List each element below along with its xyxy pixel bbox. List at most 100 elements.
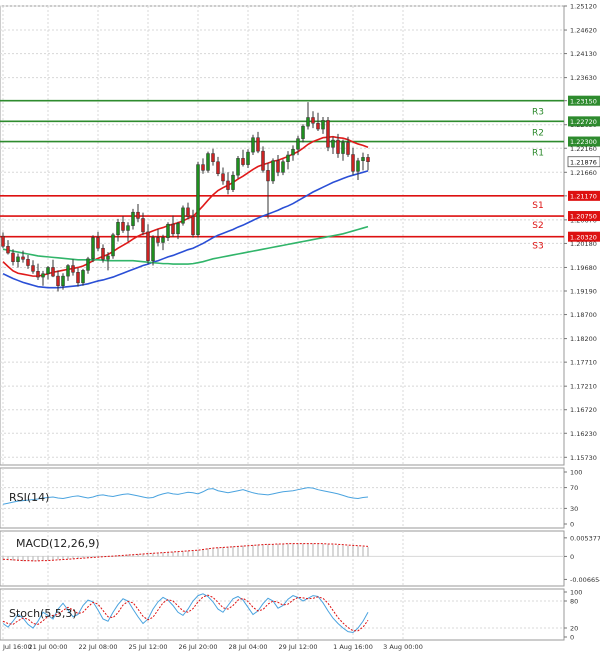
candle-bull	[161, 237, 165, 243]
candle-bear	[211, 153, 215, 162]
candle-bull	[106, 255, 110, 260]
candle-bull	[131, 211, 135, 226]
candle-bear	[336, 139, 340, 154]
candle-bull	[176, 222, 180, 235]
candle-bull	[206, 153, 210, 171]
candle-bull	[306, 117, 310, 127]
price-tick-label: 1.21660	[570, 169, 597, 177]
candle-bear	[136, 211, 140, 219]
stoch-tick-label: 20	[570, 625, 578, 633]
candle-bull	[61, 275, 65, 286]
candle-bear	[276, 160, 280, 173]
candle-bear	[21, 256, 25, 260]
candle-bull	[281, 161, 285, 173]
time-tick-label: 1 Aug 16:00	[333, 643, 373, 651]
current-price-box	[567, 156, 600, 168]
moving-average-fast	[2, 135, 369, 277]
candle-bear	[121, 222, 125, 231]
macd-pane-frame	[0, 530, 565, 587]
rsi-tick-label: 0	[570, 521, 574, 529]
candle-bull	[331, 139, 335, 148]
stoch-tick-label: 80	[570, 598, 578, 606]
candle-bear	[1, 235, 5, 247]
level-price-label-r2: 1.22720	[570, 118, 597, 126]
candle-bull	[166, 223, 170, 238]
level-name-s3: S3	[532, 242, 543, 252]
macd-tick-label: -0.006654	[570, 576, 600, 584]
price-tick-label: 1.20180	[570, 240, 597, 248]
time-tick-label: 25 Jul 12:00	[129, 643, 168, 651]
candle-bull	[321, 120, 325, 130]
candles-group	[1, 102, 370, 292]
candle-bull	[126, 225, 130, 231]
price-tick-label: 1.24130	[570, 50, 597, 58]
level-price-label-s2: 1.20750	[570, 213, 597, 221]
candle-bear	[366, 157, 370, 162]
candle-bear	[171, 223, 175, 235]
level-price-label-r3: 1.23150	[570, 97, 597, 105]
candle-bull	[236, 158, 240, 176]
candle-bear	[71, 265, 75, 273]
candle-bear	[96, 237, 100, 249]
time-tick-label: 29 Jul 12:00	[279, 643, 318, 651]
price-tick-label: 1.25120	[570, 3, 597, 11]
candle-bull	[291, 148, 295, 156]
level-price-box-s2	[568, 211, 600, 222]
level-name-r2: R2	[532, 128, 544, 138]
level-price-box-s3	[568, 231, 600, 242]
candle-bull	[81, 270, 85, 284]
candle-bull	[231, 174, 235, 190]
price-tick-label: 1.17710	[570, 359, 597, 367]
macd-tick-label: 0.005377	[570, 534, 600, 542]
price-tick-label: 1.16720	[570, 406, 597, 414]
time-tick-label: 21 Jul 00:00	[29, 643, 68, 651]
candle-bear	[56, 275, 60, 286]
candle-bear	[316, 123, 320, 130]
candle-bear	[221, 173, 225, 182]
time-tick-label: 22 Jul 08:00	[79, 643, 118, 651]
level-price-box-r2	[568, 116, 600, 127]
price-tick-label: 1.22160	[570, 145, 597, 153]
candle-bear	[76, 272, 80, 284]
level-name-s2: S2	[532, 221, 543, 231]
moving-average-slow	[2, 225, 369, 265]
candle-bear	[141, 218, 145, 233]
candle-bull	[246, 151, 250, 165]
price-tick-label: 1.18200	[570, 335, 597, 343]
price-tick-label: 1.18700	[570, 311, 597, 319]
candle-bull	[341, 142, 345, 154]
macd-signal-line	[2, 543, 369, 562]
candle-bear	[241, 158, 245, 165]
candle-bull	[181, 207, 185, 224]
rsi-tick-label: 70	[570, 484, 578, 492]
level-name-s1: S1	[532, 201, 543, 211]
candle-bear	[256, 137, 260, 152]
candle-bull	[356, 160, 360, 172]
current-price-label: 1.21876	[570, 158, 597, 166]
candle-bear	[311, 117, 315, 124]
stoch-d-line	[2, 594, 369, 632]
rsi-tick-label: 100	[570, 469, 582, 477]
candle-bear	[186, 207, 190, 217]
time-tick-label: 26 Jul 20:00	[179, 643, 218, 651]
moving-average-mid	[2, 170, 369, 289]
level-price-label-s1: 1.21170	[570, 192, 597, 200]
price-tick-label: 1.15730	[570, 454, 597, 462]
candle-bear	[6, 246, 10, 254]
candle-bull	[41, 273, 45, 278]
price-tick-label: 1.19680	[570, 264, 597, 272]
level-name-r1: R1	[532, 149, 544, 159]
price-tick-label: 1.23630	[570, 74, 597, 82]
candle-bear	[156, 237, 160, 243]
candle-bull	[301, 125, 305, 139]
candle-bull	[286, 154, 290, 162]
price-tick-label: 1.24620	[570, 27, 597, 35]
candle-bear	[146, 231, 150, 261]
level-price-box-s1	[568, 190, 600, 201]
price-tick-label: 1.16230	[570, 430, 597, 438]
candle-bear	[351, 154, 355, 172]
rsi-pane-frame	[0, 467, 565, 529]
main-pane-frame	[0, 5, 565, 466]
